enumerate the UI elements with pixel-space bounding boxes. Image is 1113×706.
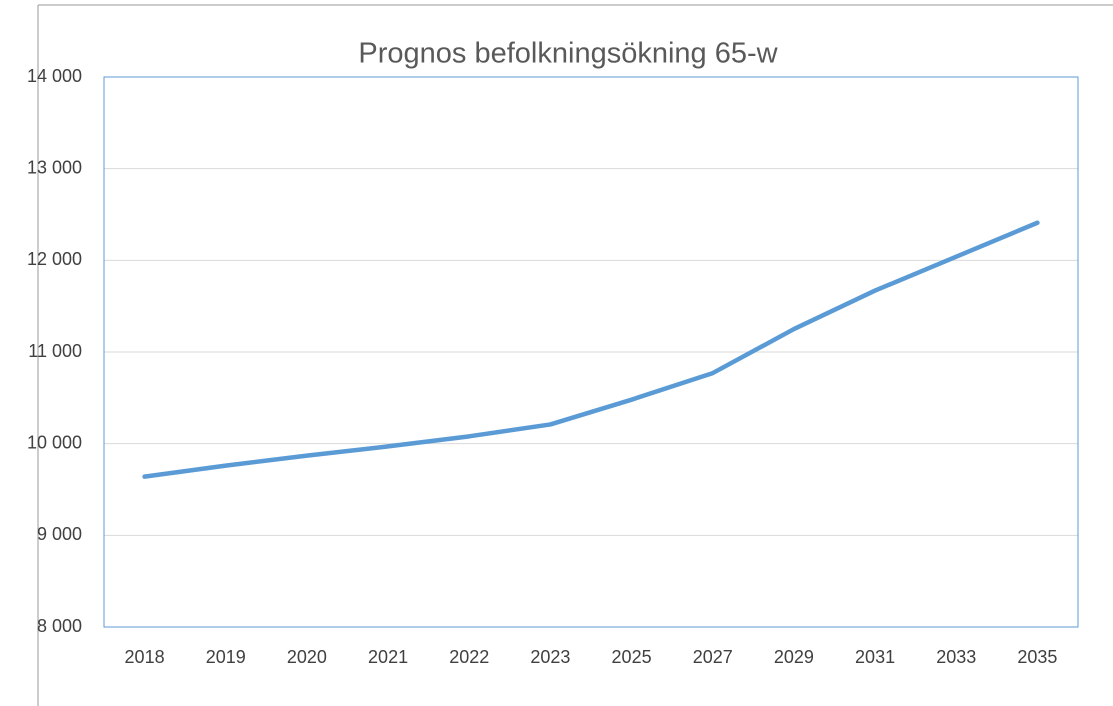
y-tick-label: 12 000 bbox=[27, 249, 82, 269]
x-tick-label: 2033 bbox=[936, 647, 976, 667]
plot-border bbox=[103, 76, 1079, 628]
y-tick-label: 11 000 bbox=[28, 341, 82, 361]
x-tick-label: 2022 bbox=[449, 647, 489, 667]
x-tick-label: 2029 bbox=[774, 647, 814, 667]
y-tick-label: 10 000 bbox=[27, 432, 82, 452]
x-tick-label: 2018 bbox=[125, 647, 165, 667]
y-tick-label: 14 000 bbox=[27, 66, 82, 86]
x-tick-label: 2035 bbox=[1017, 647, 1057, 667]
x-tick-label: 2025 bbox=[612, 647, 652, 667]
x-tick-label: 2019 bbox=[206, 647, 246, 667]
line-series bbox=[142, 220, 1040, 479]
x-tick-label: 2027 bbox=[693, 647, 733, 667]
x-tick-label: 2023 bbox=[530, 647, 570, 667]
x-tick-label: 2021 bbox=[368, 647, 408, 667]
y-tick-label: 8 000 bbox=[37, 616, 82, 636]
y-tick-label: 13 000 bbox=[27, 157, 82, 177]
chart-title: Prognos befolkningsökning 65-w bbox=[358, 38, 778, 70]
y-tick-label: 9 000 bbox=[37, 524, 82, 544]
x-tick-label: 2031 bbox=[855, 647, 895, 667]
x-tick-label: 2020 bbox=[287, 647, 327, 667]
